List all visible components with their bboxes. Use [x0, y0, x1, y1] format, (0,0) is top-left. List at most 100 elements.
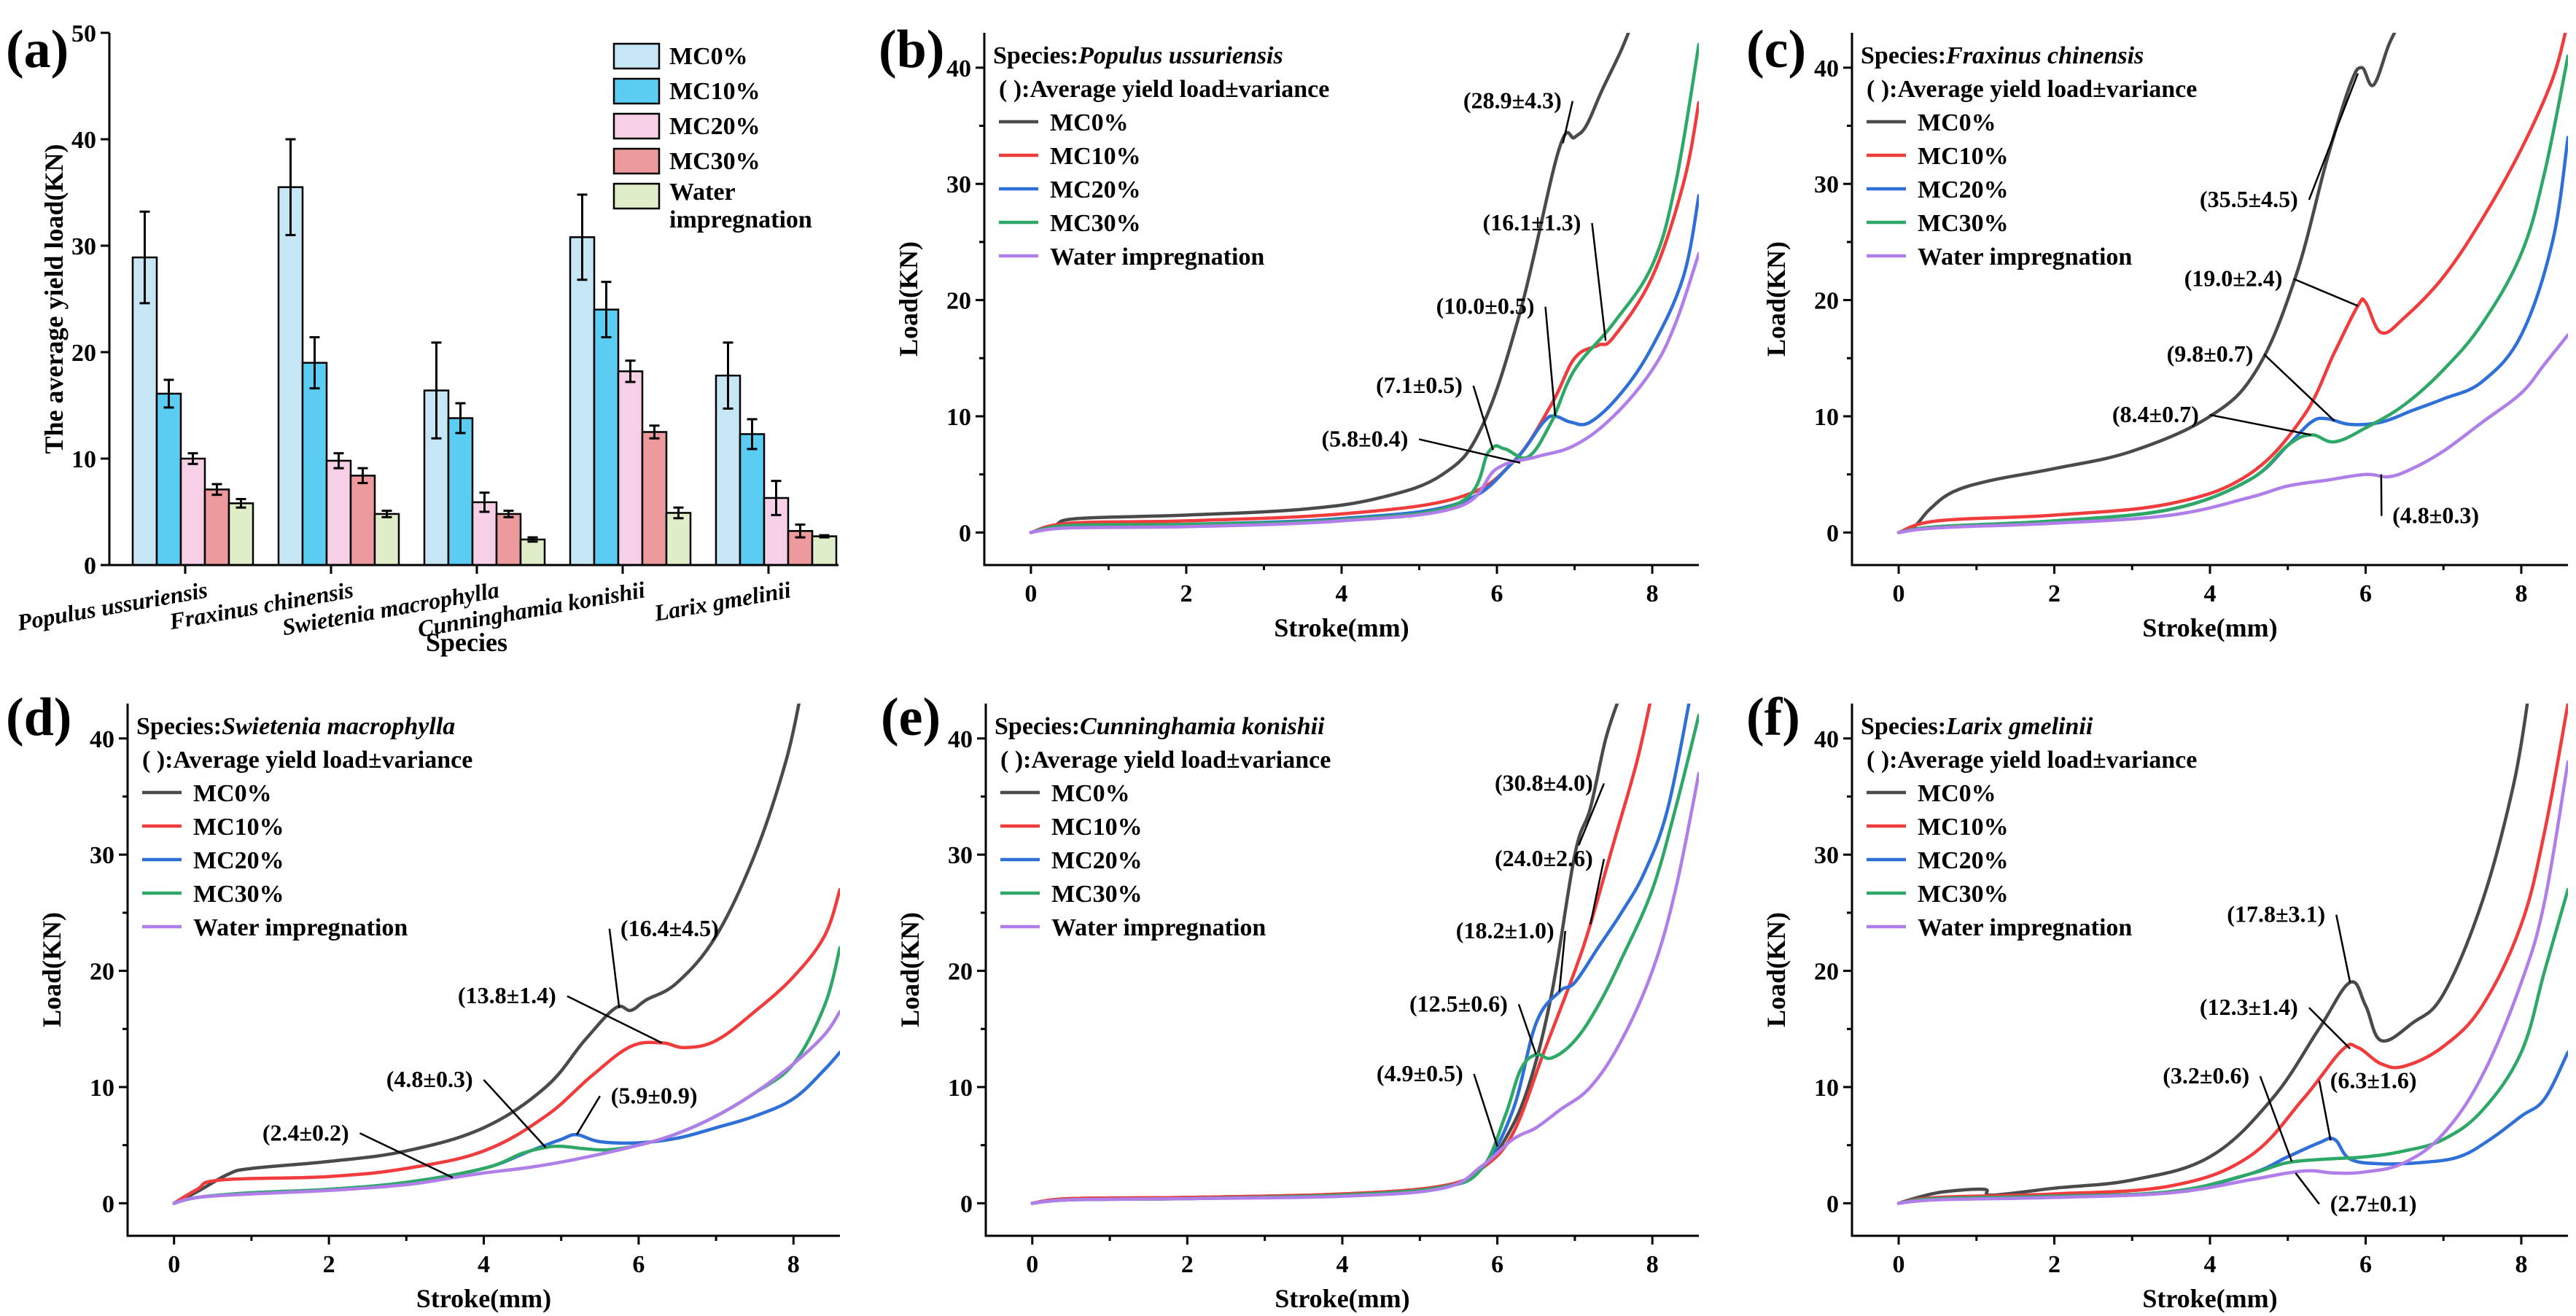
callout-label: (16.4±4.5)	[620, 915, 719, 941]
y-tick-label: 30	[90, 842, 114, 869]
bar	[447, 417, 474, 566]
callout-label: (9.8±0.7)	[2167, 340, 2254, 367]
series-line	[1896, 704, 2529, 1205]
series-line	[1896, 33, 2397, 534]
legend-note: ( ):Average yield load±variance	[999, 76, 1329, 103]
y-tick-label: 30	[1814, 171, 1839, 198]
x-tick-label: 0	[1893, 580, 1905, 607]
y-tick-label: 10	[946, 404, 971, 431]
legend-label: MC0%	[193, 780, 272, 807]
bar	[155, 392, 182, 566]
legend-label: MC30%	[1051, 881, 1143, 908]
bar	[373, 513, 400, 566]
bar	[665, 512, 692, 566]
legend-label: MC10%	[669, 78, 760, 105]
callout-label: (18.2±1.0)	[1456, 917, 1554, 943]
legend-label: Water impregnation	[193, 914, 408, 941]
species-title: Species:Swietenia macrophylla	[136, 713, 455, 740]
x-tick-label: 4	[2204, 1251, 2217, 1278]
callout-leader	[483, 1079, 547, 1148]
callout-label: (10.0±0.5)	[1436, 293, 1535, 319]
y-tick-label: 20	[1814, 959, 1839, 986]
callout-leader	[2259, 1075, 2293, 1162]
bar	[593, 308, 620, 566]
series-line	[1029, 33, 1630, 534]
species-name: Fraxinus chinensis	[1945, 42, 2144, 69]
y-tick-label: 20	[1814, 288, 1839, 315]
legend-label: MC0%	[1051, 780, 1130, 807]
callout-leader	[1544, 306, 1557, 417]
callout-label: (2.4±0.2)	[262, 1119, 349, 1145]
callout-label: (19.0±2.4)	[2184, 265, 2283, 291]
callout-label: (4.8±0.3)	[386, 1066, 473, 1092]
y-axis-label: Load(KN)	[1762, 241, 1791, 357]
y-tick-label: 0	[1826, 520, 1839, 547]
axis-frame	[983, 33, 1699, 566]
y-tick-label: 50	[71, 20, 96, 47]
panel-b: (b) 0 2 4 6 8 0 10 20 30 40 Stroke(mm) Load(KN) Speci…	[879, 20, 1699, 642]
callout-leader	[1472, 385, 1494, 451]
series-line	[1896, 704, 2568, 1205]
axis-frame	[984, 704, 1699, 1237]
callout-leader	[2295, 1172, 2320, 1205]
y-axis-label: Load(KN)	[894, 241, 923, 357]
callout-leader	[2293, 278, 2359, 307]
bar	[471, 501, 498, 566]
legend-label: MC0%	[669, 43, 748, 70]
series-group	[172, 704, 840, 1205]
callout-leader	[1558, 930, 1566, 992]
y-tick-label: 40	[1814, 55, 1839, 82]
species-title: Species:Fraxinus chinensis	[1861, 42, 2144, 69]
axis-frame	[1851, 704, 2568, 1237]
x-tick-label: 8	[2515, 580, 2527, 607]
bar	[569, 236, 596, 566]
species-name: Larix gmelinii	[1945, 713, 2093, 740]
bar	[519, 538, 546, 566]
callout-label: (17.8±3.1)	[2227, 901, 2325, 927]
panel-letter: (f)	[1746, 688, 1800, 747]
x-tick-label: 4	[1336, 580, 1348, 607]
legend-label: MC10%	[193, 814, 284, 841]
callout-leader	[1473, 1073, 1498, 1147]
x-tick-label: 6	[632, 1251, 645, 1278]
legend-label: Water impregnation	[1918, 914, 2132, 941]
x-axis-label: Stroke(mm)	[2142, 613, 2277, 642]
species-title: Species:Cunninghamia konishii	[995, 713, 1325, 740]
panel-letter: (a)	[6, 20, 69, 79]
y-tick-label: 10	[90, 1075, 114, 1102]
legend-label: MC20%	[1050, 176, 1141, 203]
series-line	[1896, 33, 2567, 534]
callout-leader	[575, 1095, 601, 1135]
series-line	[1896, 760, 2568, 1205]
y-tick-label: 10	[1814, 404, 1839, 431]
axis-frame	[126, 704, 840, 1237]
bar	[227, 502, 254, 566]
x-tick-label: 2	[323, 1251, 335, 1278]
x-tick-label: 2	[2048, 1251, 2061, 1278]
legend-note: ( ):Average yield load±variance	[1867, 747, 2197, 774]
legend-label: MC10%	[1050, 143, 1141, 170]
y-tick-label: 0	[960, 1191, 973, 1218]
series-line	[1030, 771, 1699, 1205]
y-axis-label: The average yield load(KN)	[39, 144, 69, 454]
callout-leader	[567, 995, 663, 1044]
legend-label: MC20%	[1918, 176, 2009, 203]
panel-f: (f) 0 2 4 6 8 0 10 20 30 40 Stroke(mm) Load(KN) Speci…	[1746, 688, 2568, 1313]
panel-d: (d) 0 2 4 6 8 0 10 20 30 40 Stroke(mm) Load(KN) Speci…	[6, 688, 840, 1313]
callout-label: (8.4±0.7)	[2112, 401, 2199, 427]
y-tick-label: 10	[948, 1075, 973, 1102]
x-tick-label: 6	[2359, 1251, 2372, 1278]
callout-leader	[1591, 222, 1607, 341]
species-name: Cunninghamia konishii	[1080, 713, 1325, 740]
y-tick-label: 20	[946, 288, 971, 315]
bar	[349, 475, 376, 566]
legend-label: MC30%	[1050, 210, 1141, 237]
callout-leader	[2263, 354, 2335, 422]
y-tick-label: 20	[948, 959, 973, 986]
y-tick-label: 10	[1814, 1075, 1839, 1102]
bar	[641, 431, 668, 566]
axis-frame	[1851, 33, 2568, 566]
x-tick-label: 4	[2204, 580, 2217, 607]
